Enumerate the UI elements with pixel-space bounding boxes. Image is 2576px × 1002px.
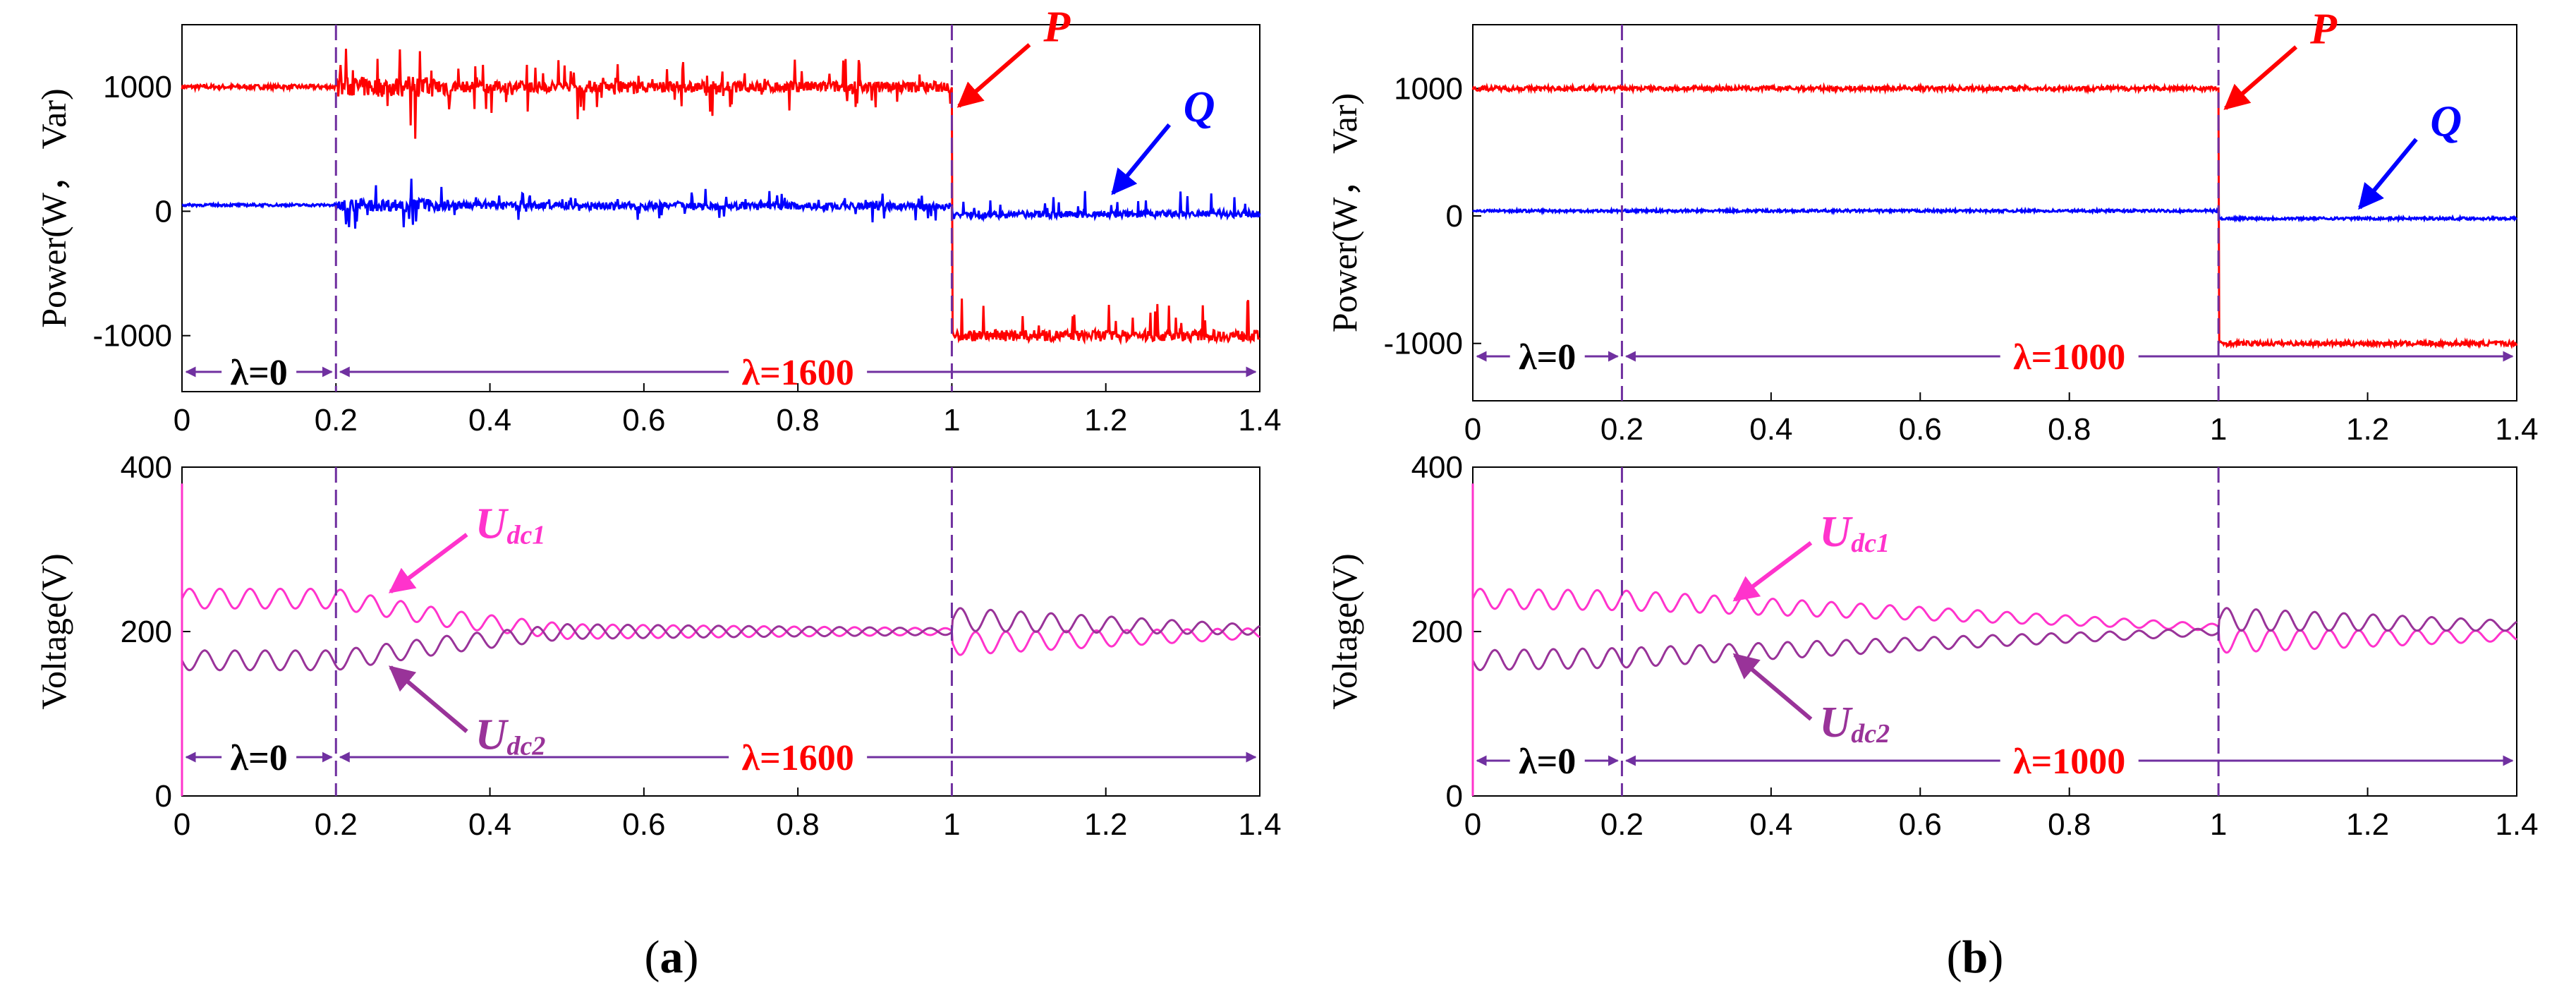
series-P bbox=[1471, 82, 2518, 350]
lambda-label: λ=1600 bbox=[742, 353, 854, 393]
y-tick-label: -1000 bbox=[1383, 327, 1463, 361]
y-tick-label: 400 bbox=[1411, 450, 1463, 485]
x-tick-label: 1 bbox=[2210, 807, 2227, 842]
caption-b: (b) bbox=[1947, 931, 2004, 983]
caption-a-letter: a bbox=[660, 931, 684, 983]
x-tick-label: 0.4 bbox=[468, 403, 511, 437]
y-tick-label: 0 bbox=[155, 194, 172, 229]
annotation-Q: Q bbox=[1184, 83, 1215, 131]
x-tick-label: 1.4 bbox=[2495, 412, 2538, 447]
annotation-arrow-dc2 bbox=[389, 665, 468, 733]
y-tick-label: 0 bbox=[1446, 779, 1463, 814]
y-axis-label: Voltage(V) bbox=[34, 553, 73, 709]
y-axis-label: Power(W， Var) bbox=[1325, 93, 1364, 332]
chart-b-power: 1000 0 -1000 0 0.2 0.4 0.6 0.8 1 1.2 1.4 Power(W， V… bbox=[1325, 5, 2539, 447]
caption-b-letter: b bbox=[1962, 931, 1988, 983]
x-tick-label: 0 bbox=[174, 403, 190, 437]
series-Udc1 bbox=[1471, 587, 2517, 654]
annotation-P: P bbox=[2309, 5, 2338, 53]
x-tick-label: 1 bbox=[2210, 412, 2227, 447]
series-Q bbox=[1471, 206, 2518, 224]
chart-b-voltage: 400 200 00 0.2 0.4 0.6 0.8 1 1.2 1.4 Voltage(V) λ=0… bbox=[1325, 450, 2539, 842]
annotation-arrow-Q bbox=[1111, 123, 1172, 195]
x-tick-label: 1.2 bbox=[1084, 807, 1127, 842]
x-tick-label: 0.8 bbox=[777, 807, 820, 842]
x-tick-label: 1.4 bbox=[1238, 403, 1281, 437]
y-axis-label: Voltage(V) bbox=[1325, 553, 1364, 709]
annotation-subscript: dc2 bbox=[1851, 719, 1890, 749]
x-tick-label: 0.4 bbox=[1749, 412, 1792, 447]
y-tick-label: 1000 bbox=[103, 70, 172, 104]
lambda-label: λ=1000 bbox=[2013, 742, 2125, 782]
series-P bbox=[181, 49, 1260, 346]
lambda-label: λ=0 bbox=[1519, 742, 1576, 782]
x-tick-label: 0.4 bbox=[468, 807, 511, 842]
lambda-label: λ=1600 bbox=[742, 738, 854, 778]
x-tick-label: 0.6 bbox=[622, 807, 665, 842]
series-Udc2 bbox=[1471, 607, 2517, 672]
annotation-arrow-P bbox=[956, 43, 1031, 108]
x-tick-label: 0.8 bbox=[2048, 807, 2091, 842]
annotation-arrow-P bbox=[2223, 45, 2298, 110]
y-tick-label: 200 bbox=[1411, 615, 1463, 649]
x-tick-label: 1.2 bbox=[2346, 807, 2389, 842]
x-tick-label: 0.4 bbox=[1749, 807, 1792, 842]
x-tick-label: 0.6 bbox=[1899, 807, 1942, 842]
annotation-arrow-dc1 bbox=[1732, 541, 1813, 602]
x-tick-label: 1 bbox=[943, 403, 960, 437]
x-tick-label: 0 bbox=[1464, 807, 1481, 842]
annotation-arrow-dc2 bbox=[1732, 653, 1813, 721]
caption-a: (a) bbox=[645, 931, 699, 983]
x-tick-label: 1.4 bbox=[2495, 807, 2538, 842]
lambda-label: λ=1000 bbox=[2013, 337, 2125, 378]
annotation-P: P bbox=[1043, 3, 1071, 51]
y-tick-label: 200 bbox=[121, 615, 172, 649]
annotation-subscript: dc2 bbox=[507, 732, 546, 761]
x-tick-label: 0.2 bbox=[1600, 412, 1644, 447]
y-tick-label: 1000 bbox=[1394, 71, 1463, 106]
x-tick-label: 0.2 bbox=[315, 403, 358, 437]
x-tick-label: 0.6 bbox=[622, 403, 665, 437]
annotation-arrow-Q bbox=[2358, 138, 2418, 210]
plot-frame bbox=[181, 466, 1260, 797]
x-tick-label: 0.6 bbox=[1899, 412, 1942, 447]
x-tick-label: 1 bbox=[943, 807, 960, 842]
plot-frame bbox=[1472, 466, 2517, 797]
series-Udc1 bbox=[181, 587, 1260, 656]
x-tick-label: 0.8 bbox=[777, 403, 820, 437]
annotation-Q: Q bbox=[2430, 97, 2462, 145]
chart-a-voltage: 400 200 00 0.2 0.4 0.6 0.8 1 1.2 1.4 Voltage(V) λ=0… bbox=[34, 450, 1282, 842]
x-tick-label: 0.2 bbox=[315, 807, 358, 842]
y-tick-label: 0 bbox=[155, 779, 172, 814]
x-tick-label: 1.2 bbox=[1084, 403, 1127, 437]
y-tick-label: 400 bbox=[121, 450, 172, 485]
lambda-label: λ=0 bbox=[231, 353, 288, 393]
annotation-subscript: dc1 bbox=[1851, 529, 1890, 558]
lambda-label: λ=0 bbox=[1519, 337, 1576, 378]
y-tick-label: 0 bbox=[1446, 199, 1463, 234]
series-Udc2 bbox=[181, 607, 1260, 672]
x-tick-label: 0.8 bbox=[2048, 412, 2091, 447]
x-tick-label: 1.2 bbox=[2346, 412, 2389, 447]
x-tick-label: 0.2 bbox=[1600, 807, 1644, 842]
lambda-label: λ=0 bbox=[231, 738, 288, 778]
series-Q bbox=[181, 179, 1261, 229]
y-axis-label: Power(W， Var) bbox=[34, 88, 73, 327]
x-tick-label: 1.4 bbox=[1238, 807, 1281, 842]
annotation-subscript: dc1 bbox=[507, 521, 546, 550]
x-tick-label: 0 bbox=[1464, 412, 1481, 447]
y-tick-label: -1000 bbox=[92, 319, 172, 354]
annotation-arrow-dc1 bbox=[388, 533, 468, 593]
x-tick-label: 0 bbox=[174, 807, 190, 842]
chart-a-power: 1000 0 -1000 0 0.2 0.4 0.6 0.8 1 1.2 1.4 Power(W， V… bbox=[34, 3, 1282, 437]
